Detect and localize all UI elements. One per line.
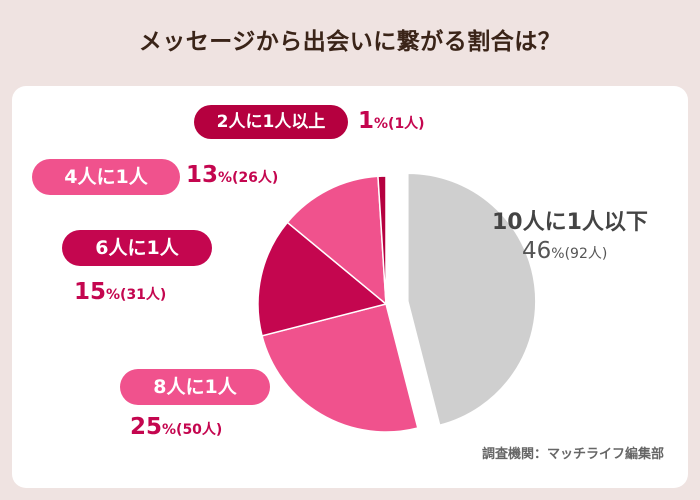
pill-2-per-1-or-more: 2人に1人以上 — [194, 105, 348, 139]
pct-4-per-1: 13%(26人) — [186, 162, 279, 188]
source-note: 調査機関：マッチライフ編集部 — [481, 447, 664, 462]
chart-title: メッセージから出会いに繋がる割合は？ — [138, 29, 562, 55]
pill-8-per-1: 8人に1人 — [120, 369, 270, 405]
pie-slice-3 — [286, 175, 387, 306]
pie-slice-4 — [377, 175, 387, 305]
label-10-per-1-or-less: 10人に1人以下 — [492, 210, 648, 235]
pie-slice-2 — [257, 221, 388, 337]
pill-4-per-1: 4人に1人 — [32, 159, 180, 195]
pct-2-per-1-or-more: 1%(1人) — [358, 108, 425, 134]
pie-slice-0 — [407, 172, 537, 427]
pie-slice-1 — [261, 303, 419, 433]
pie-chart — [257, 172, 537, 433]
pct-8-per-1: 25%(50人) — [130, 414, 223, 440]
pct-6-per-1: 15%(31人) — [74, 279, 167, 305]
pill-6-per-1: 6人に1人 — [62, 230, 212, 266]
pct-10-per-1-or-less: 46%(92人) — [522, 238, 608, 264]
chart-card: 10人に1人以下 46%(92人) 8人に1人 25%(50人) 6人に1人 1… — [12, 86, 688, 488]
